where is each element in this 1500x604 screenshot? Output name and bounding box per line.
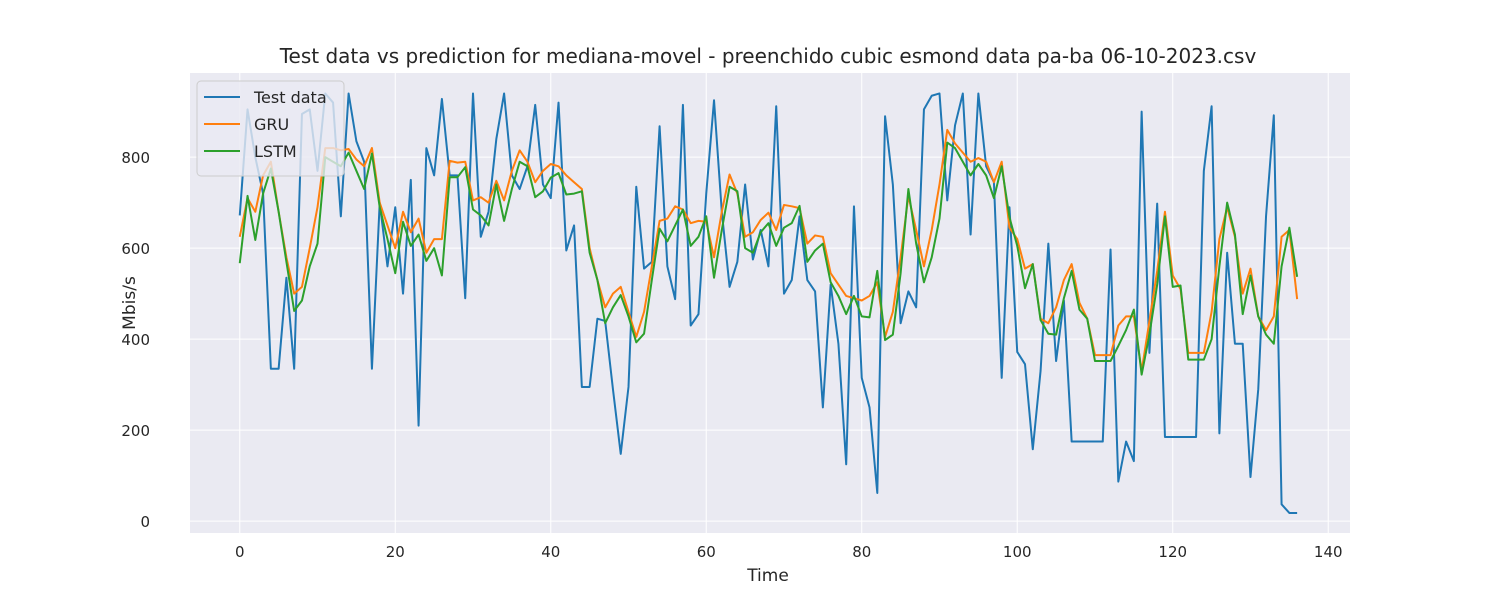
plot-background bbox=[190, 73, 1350, 533]
legend: Test data GRU LSTM bbox=[196, 80, 345, 177]
y-axis-label: Mbis/s bbox=[120, 276, 140, 330]
legend-label: Test data bbox=[253, 88, 327, 107]
grid bbox=[190, 73, 1350, 533]
x-axis-label: Time bbox=[746, 566, 789, 586]
x-tick-label: 0 bbox=[235, 543, 245, 561]
x-tick-label: 40 bbox=[541, 543, 560, 561]
data-line bbox=[238, 92, 1298, 514]
y-tick-label: 400 bbox=[121, 331, 150, 349]
legend-label: LSTM bbox=[254, 142, 297, 161]
x-tick-label: 60 bbox=[697, 543, 716, 561]
y-tick-label: 200 bbox=[121, 422, 150, 440]
legend-label: GRU bbox=[254, 115, 289, 134]
x-tick-label: 140 bbox=[1314, 543, 1343, 561]
data-line bbox=[238, 141, 1299, 376]
x-tick-label: 80 bbox=[852, 543, 871, 561]
x-tick-label: 120 bbox=[1158, 543, 1187, 561]
x-tick-label: 20 bbox=[386, 543, 405, 561]
legend-frame bbox=[196, 80, 345, 177]
y-tick-label: 600 bbox=[121, 240, 150, 258]
data-line bbox=[238, 128, 1299, 373]
y-tick-label: 0 bbox=[140, 513, 150, 531]
y-tick-label: 800 bbox=[121, 149, 150, 167]
x-tick-label: 100 bbox=[1003, 543, 1032, 561]
chart-title: Test data vs prediction for mediana-move… bbox=[279, 44, 1257, 68]
